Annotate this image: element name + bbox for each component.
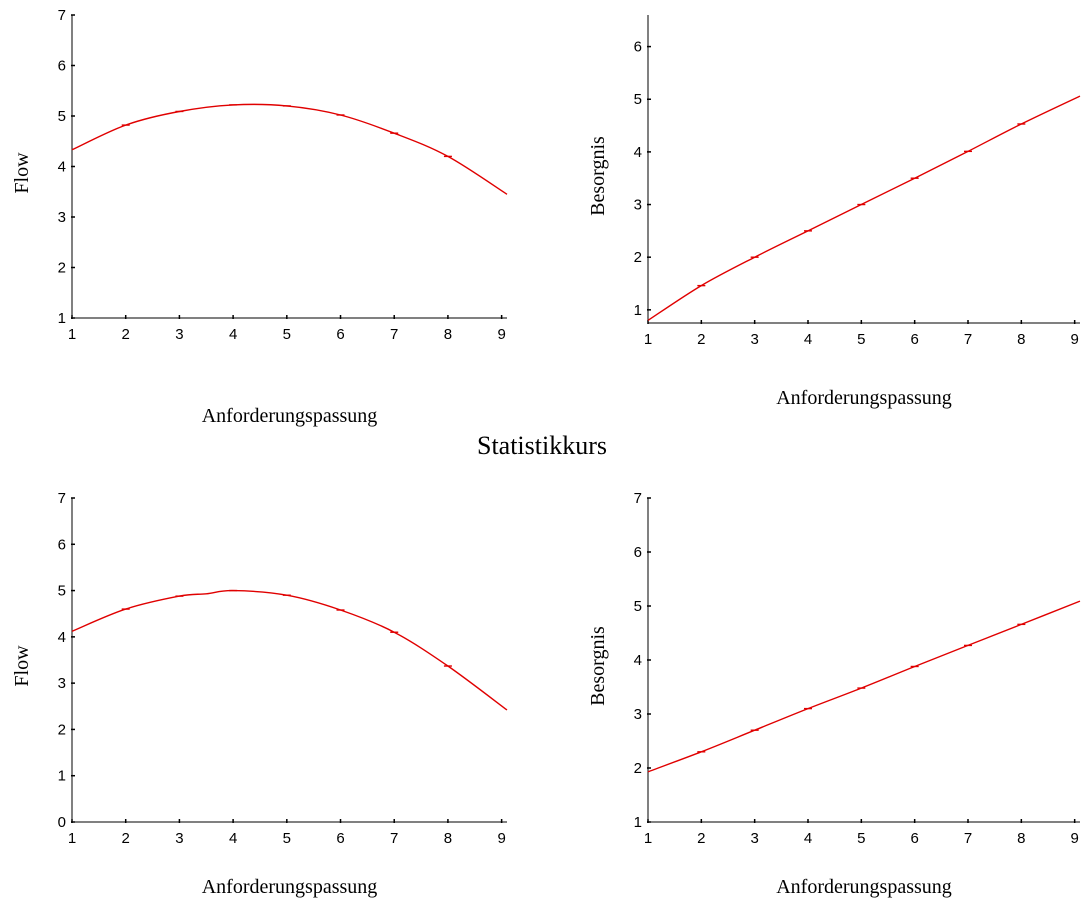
x-tick-label: 7: [964, 830, 972, 847]
y-tick-label: 7: [58, 7, 66, 24]
x-tick-label: 9: [497, 326, 505, 343]
y-tick-label: 6: [58, 536, 66, 553]
y-tick-label: 3: [634, 197, 642, 214]
y-axis-title: Flow: [11, 645, 33, 687]
y-tick-label: 1: [58, 768, 66, 785]
x-tick-label: 9: [497, 830, 505, 847]
x-tick-label: 2: [697, 331, 705, 348]
x-tick-label: 1: [644, 331, 652, 348]
x-tick-label: 1: [644, 830, 652, 847]
x-tick-label: 3: [750, 830, 758, 847]
x-tick-label: 7: [390, 830, 398, 847]
y-tick-label: 4: [634, 144, 642, 161]
besorgnis-chart-top: 1 2 3 4 5 6 1 2 3 4 5 6 7 8 9 Besorgnis Anforderungspass…: [587, 15, 1081, 409]
y-tick-label: 5: [634, 598, 642, 615]
x-tick-label: 6: [336, 830, 344, 847]
x-tick-label: 1: [68, 326, 76, 343]
x-tick-label: 4: [804, 331, 812, 348]
y-tick-label: 4: [58, 629, 66, 646]
y-tick-label: 0: [58, 814, 66, 831]
x-tick-label: 9: [1070, 331, 1078, 348]
x-tick-label: 5: [283, 326, 291, 343]
y-tick-label: 7: [634, 490, 642, 507]
x-tick-label: 3: [750, 331, 758, 348]
y-tick-label: 6: [634, 39, 642, 56]
x-tick-label: 3: [175, 830, 183, 847]
y-axis-title: Besorgnis: [587, 136, 609, 216]
y-tick-label: 6: [634, 544, 642, 561]
section-title: Statistikkurs: [477, 431, 607, 460]
x-tick-label: 6: [910, 331, 918, 348]
series-line: [71, 589, 508, 711]
y-tick-label: 5: [58, 108, 66, 125]
series-line: [647, 600, 1081, 773]
y-tick-label: 1: [634, 302, 642, 319]
y-tick-label: 4: [634, 652, 642, 669]
series-line: [71, 103, 508, 195]
y-tick-label: 6: [58, 58, 66, 75]
x-tick-label: 4: [229, 326, 237, 343]
y-tick-label: 2: [58, 260, 66, 277]
y-axis-title: Besorgnis: [587, 626, 609, 706]
x-tick-label: 7: [964, 331, 972, 348]
x-tick-label: 2: [122, 830, 130, 847]
x-tick-label: 1: [68, 830, 76, 847]
y-tick-label: 3: [58, 209, 66, 226]
x-tick-label: 8: [1017, 331, 1025, 348]
y-tick-label: 2: [58, 721, 66, 738]
x-tick-label: 4: [804, 830, 812, 847]
flow-chart-top: 1 2 3 4 5 6 7 1 2 3 4 5 6 7 8 9 Flow Anforderungspassung: [11, 7, 508, 427]
x-axis-title: Anforderungspassung: [202, 405, 378, 427]
x-tick-label: 5: [283, 830, 291, 847]
y-tick-label: 4: [58, 159, 66, 176]
y-tick-label: 1: [58, 310, 66, 327]
y-tick-label: 7: [58, 490, 66, 507]
y-axis-title: Flow: [11, 152, 33, 194]
y-tick-label: 3: [58, 675, 66, 692]
y-tick-label: 3: [634, 706, 642, 723]
x-axis-title: Anforderungspassung: [776, 387, 952, 409]
x-axis-title: Anforderungspassung: [776, 876, 952, 898]
x-tick-label: 5: [857, 331, 865, 348]
x-tick-label: 8: [444, 830, 452, 847]
x-tick-label: 2: [697, 830, 705, 847]
x-tick-label: 6: [910, 830, 918, 847]
y-tick-label: 2: [634, 249, 642, 266]
besorgnis-chart-bottom: 1 2 3 4 5 6 7 1 2 3 4 5 6 7 8 9 Besorgnis Anforderungspas…: [587, 490, 1081, 898]
x-tick-label: 8: [1017, 830, 1025, 847]
x-tick-label: 8: [444, 326, 452, 343]
x-tick-label: 4: [229, 830, 237, 847]
y-tick-label: 5: [634, 91, 642, 108]
x-tick-label: 6: [336, 326, 344, 343]
x-tick-label: 3: [175, 326, 183, 343]
series-line: [647, 95, 1081, 321]
x-axis-title: Anforderungspassung: [202, 876, 378, 898]
y-tick-label: 5: [58, 583, 66, 600]
x-tick-label: 5: [857, 830, 865, 847]
y-tick-label: 2: [634, 760, 642, 777]
x-tick-label: 2: [122, 326, 130, 343]
y-tick-label: 1: [634, 814, 642, 831]
x-tick-label: 7: [390, 326, 398, 343]
x-tick-label: 9: [1070, 830, 1078, 847]
